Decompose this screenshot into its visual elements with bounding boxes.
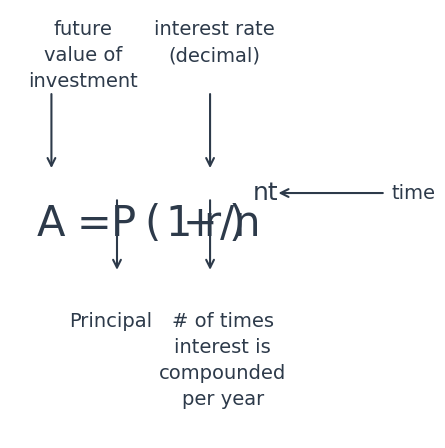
Text: interest rate
(decimal): interest rate (decimal) bbox=[154, 21, 275, 65]
Text: =: = bbox=[77, 203, 112, 245]
Text: A: A bbox=[36, 203, 65, 245]
Text: 1: 1 bbox=[166, 203, 192, 245]
Text: +: + bbox=[182, 203, 217, 245]
Text: future
value of
investment: future value of investment bbox=[28, 21, 138, 91]
Text: Principal: Principal bbox=[69, 313, 152, 332]
Text: P: P bbox=[111, 203, 136, 245]
Text: (: ( bbox=[145, 203, 161, 245]
Text: # of times
interest is
compounded
per year: # of times interest is compounded per ye… bbox=[159, 313, 287, 409]
Text: r/n: r/n bbox=[204, 203, 261, 245]
Text: ): ) bbox=[229, 203, 245, 245]
Text: time: time bbox=[392, 184, 436, 202]
Text: nt: nt bbox=[252, 181, 278, 205]
